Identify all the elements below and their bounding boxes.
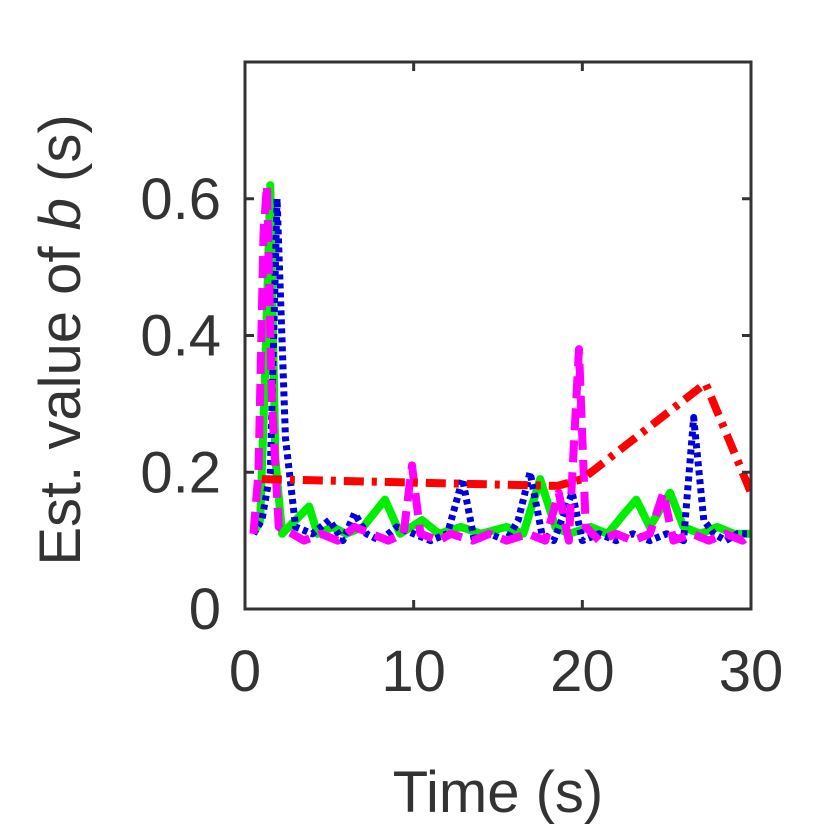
series-line-3 — [249, 181, 751, 545]
series-line-4 — [261, 379, 751, 495]
x-tick-label: 10 — [381, 639, 446, 704]
y-axis-label-variable: b — [28, 198, 93, 230]
x-axis-label: Time (s) — [393, 760, 603, 825]
y-axis-label-suffix: (s) — [28, 114, 93, 198]
y-tick-label: 0.4 — [140, 304, 221, 369]
y-tick-label: 0.2 — [140, 440, 221, 505]
y-axis-label: Est. value of b (s) — [28, 114, 93, 565]
series-layer — [249, 181, 751, 545]
y-tick-label: 0 — [189, 577, 221, 642]
x-tick-label: 20 — [550, 639, 615, 704]
y-tick-label: 0.6 — [140, 167, 221, 232]
x-tick-label: 30 — [719, 639, 784, 704]
y-axis-label-prefix: Est. value of — [28, 230, 93, 565]
x-tick-label: 0 — [229, 639, 261, 704]
ticks-layer: 0 10 20 30 0 0.2 0.4 0.6 — [140, 62, 783, 704]
